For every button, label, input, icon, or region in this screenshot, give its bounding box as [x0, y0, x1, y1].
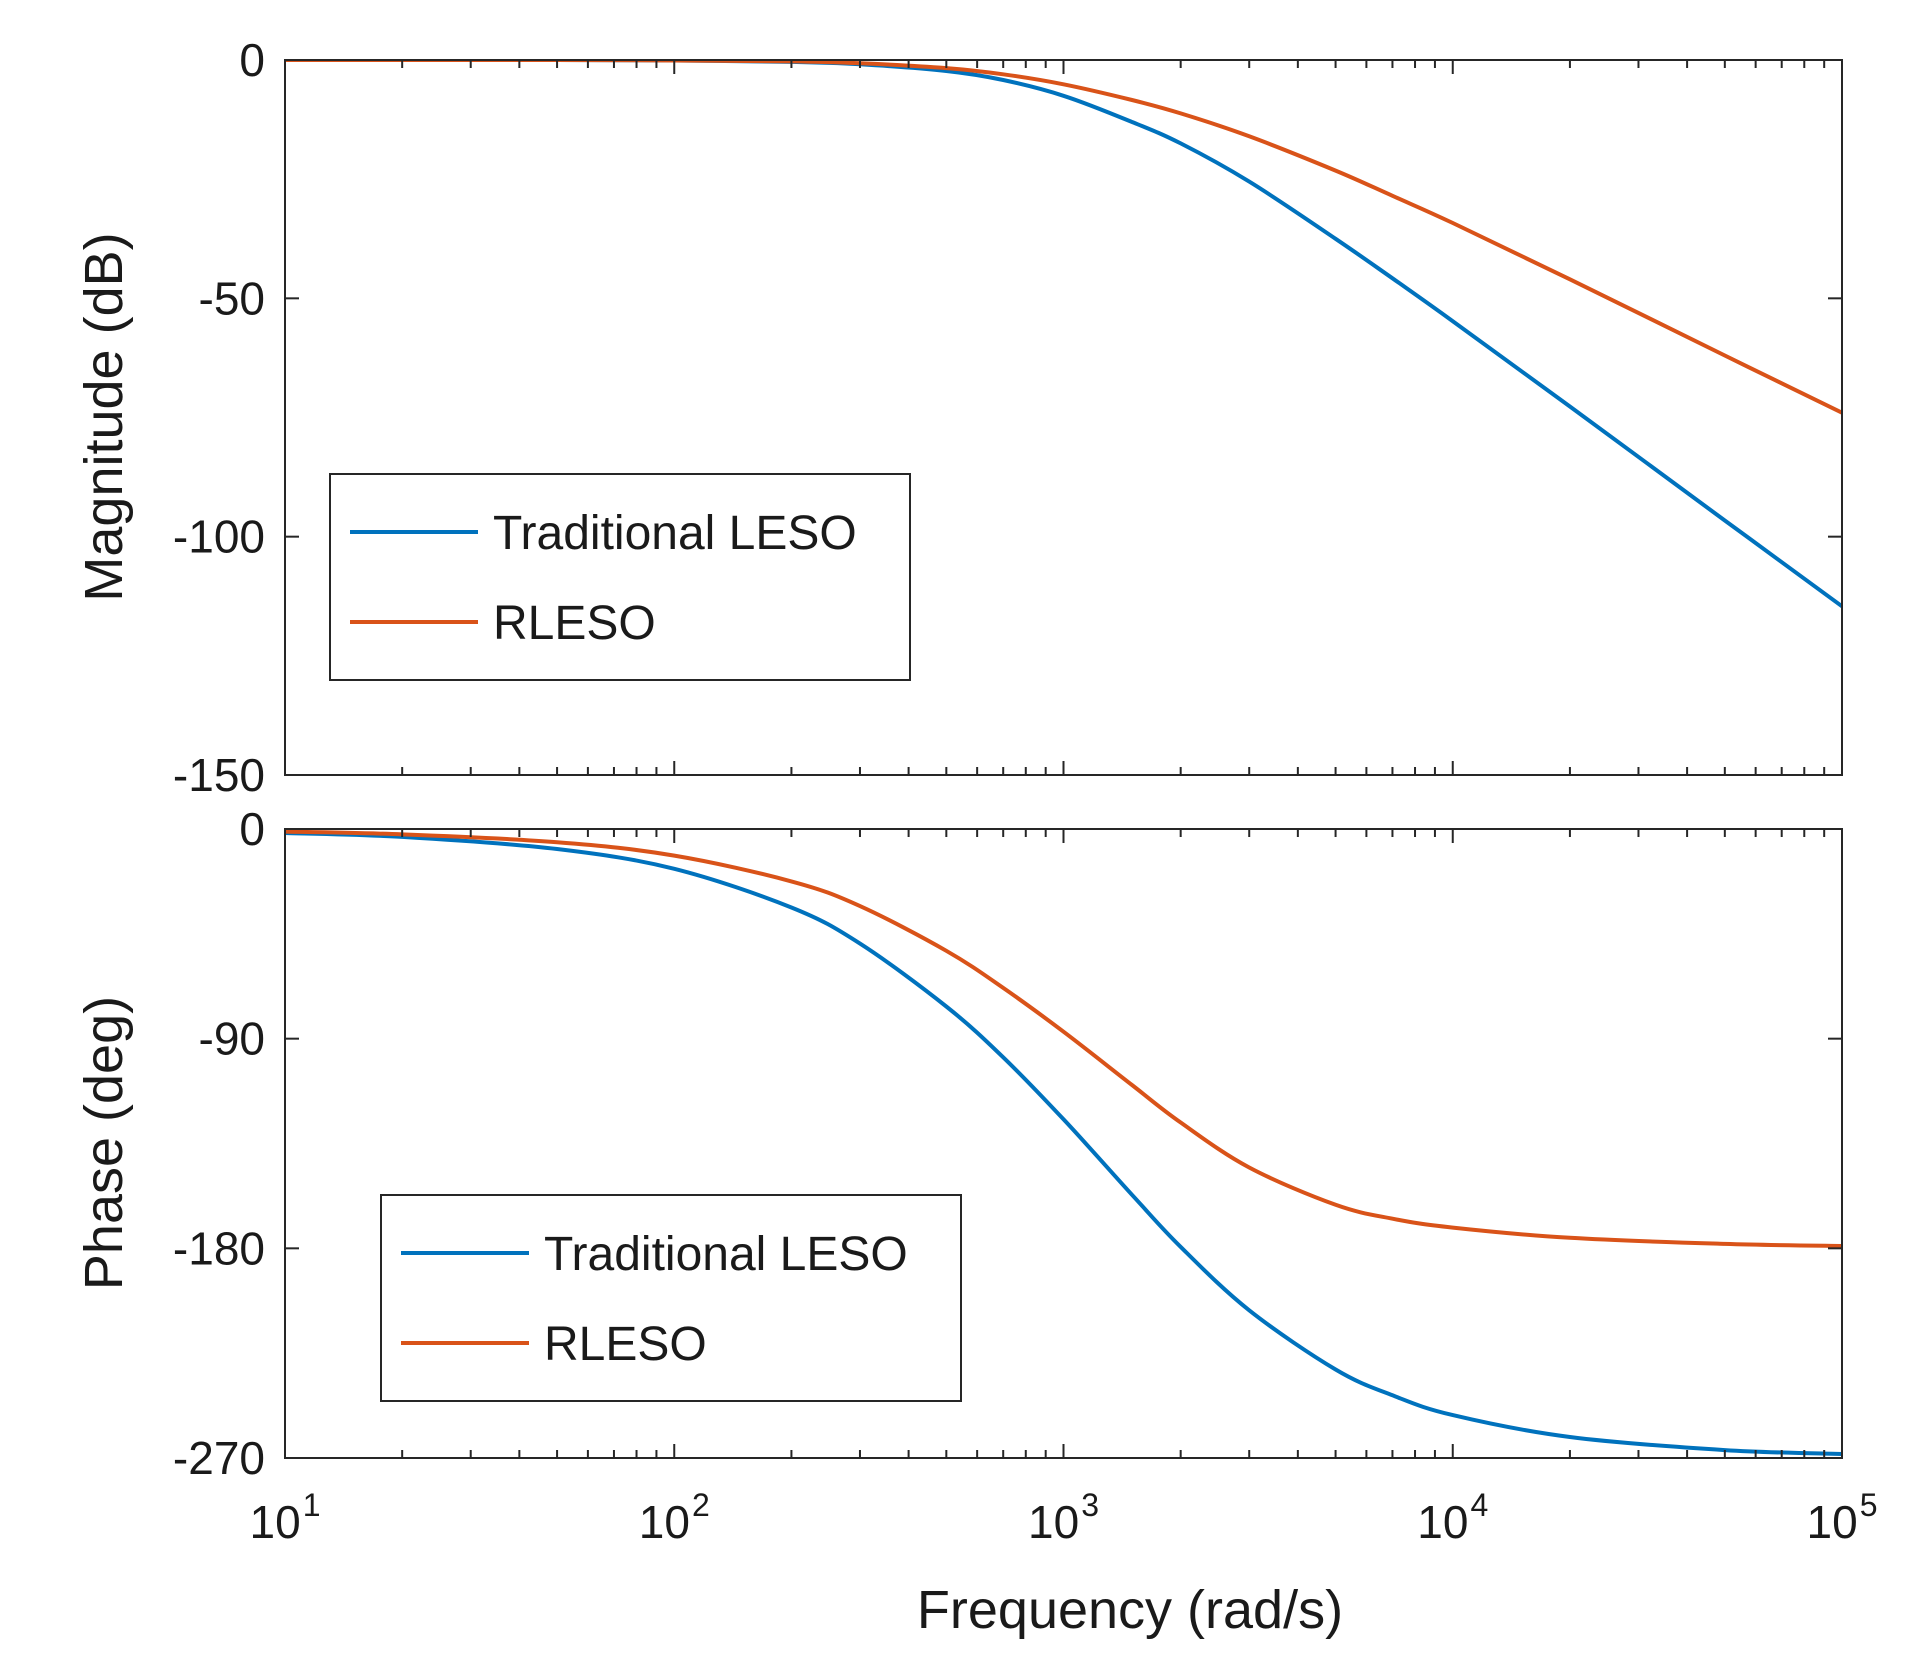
x-tick-base: 10	[639, 1496, 690, 1548]
magnitude-line-rleso	[285, 60, 1842, 415]
phase-x-tick-label: 105	[1807, 1487, 1878, 1548]
phase-y-axis-title: Phase (deg)	[74, 996, 134, 1290]
phase-x-tick-label: 103	[1028, 1487, 1099, 1548]
phase-x-tick-label: 102	[639, 1487, 710, 1548]
phase-y-tick-label: -90	[199, 1013, 265, 1065]
magnitude-y-tick-label: 0	[239, 34, 265, 86]
magnitude-y-tick-label: -150	[173, 749, 265, 801]
phase-x-tick-label: 104	[1417, 1487, 1488, 1548]
x-tick-base: 10	[1417, 1496, 1468, 1548]
phase-line-rleso	[285, 829, 1842, 1248]
magnitude-panel: 0 -50 -100 -150 Magnitude (dB) Traditional LE…	[74, 34, 1843, 801]
phase-legend: Traditional LESO RLESO	[380, 1194, 962, 1402]
x-tick-exponent: 3	[1081, 1487, 1099, 1523]
phase-x-axis-title: Frequency (rad/s)	[917, 1580, 1343, 1640]
x-tick-exponent: 4	[1470, 1487, 1488, 1523]
magnitude-legend: Traditional LESO RLESO	[329, 473, 911, 681]
x-tick-base: 10	[250, 1496, 301, 1548]
magnitude-legend-label-traditional-leso: Traditional LESO	[493, 507, 857, 560]
magnitude-y-tick-label: -100	[173, 511, 265, 563]
x-tick-base: 10	[1807, 1496, 1858, 1548]
magnitude-y-tick-label: -50	[199, 272, 265, 324]
x-tick-exponent: 1	[303, 1487, 321, 1523]
phase-legend-label-traditional-leso: Traditional LESO	[544, 1228, 908, 1281]
phase-y-tick-label: 0	[239, 803, 265, 855]
x-tick-exponent: 2	[692, 1487, 710, 1523]
x-tick-base: 10	[1028, 1496, 1079, 1548]
magnitude-legend-box	[329, 473, 911, 681]
x-tick-exponent: 5	[1860, 1487, 1878, 1523]
phase-y-tick-label: -180	[173, 1222, 265, 1274]
magnitude-y-axis-title: Magnitude (dB)	[74, 232, 134, 601]
magnitude-legend-label-rleso: RLESO	[493, 597, 656, 650]
phase-y-tick-label: -270	[173, 1432, 265, 1484]
phase-line-traditional-leso	[285, 831, 1842, 1456]
phase-x-tick-label: 101	[250, 1487, 321, 1548]
phase-legend-label-rleso: RLESO	[544, 1318, 707, 1371]
phase-legend-box	[380, 1194, 962, 1402]
